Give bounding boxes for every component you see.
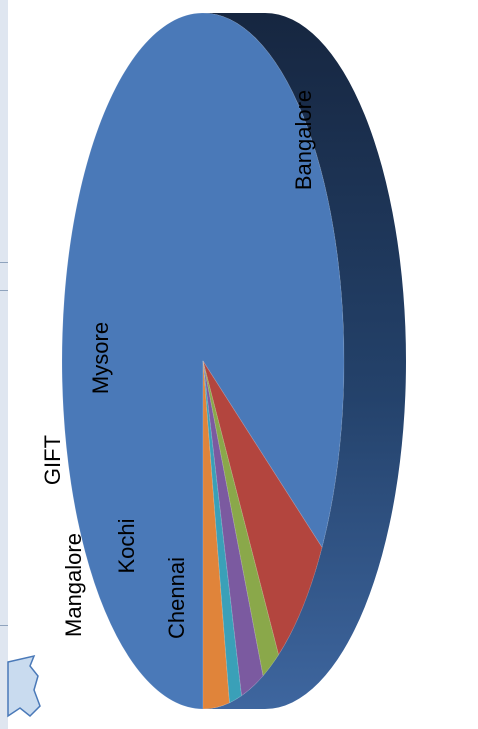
pie-labels: Bangalore Chennai Kochi Mangalore GIFT Mysore (40, 90, 316, 639)
slice-label-bangalore: Bangalore (291, 90, 316, 190)
left-edge-strip (0, 0, 8, 729)
strip-divider (0, 262, 8, 263)
strip-divider (0, 290, 8, 291)
pie-slice-chennai (202, 360, 323, 656)
pie-slice-bangalore (61, 12, 345, 710)
pie-side-wall (203, 13, 406, 709)
pie-slices (61, 12, 345, 710)
slice-label-chennai: Chennai (164, 557, 189, 639)
slice-label-mangalore: Mangalore (61, 533, 86, 637)
strip-divider (0, 625, 8, 626)
slice-label-gift: GIFT (40, 435, 65, 485)
pie-slice-kochi (202, 360, 279, 677)
slice-label-kochi: Kochi (114, 518, 139, 573)
slice-label-mysore: Mysore (88, 322, 113, 394)
callout-shape (7, 654, 41, 718)
pie-slice-gift (202, 360, 242, 704)
pie-slice-mysore (202, 360, 230, 710)
pie-side-face (203, 13, 406, 709)
pie-slice-mangalore (202, 360, 264, 697)
